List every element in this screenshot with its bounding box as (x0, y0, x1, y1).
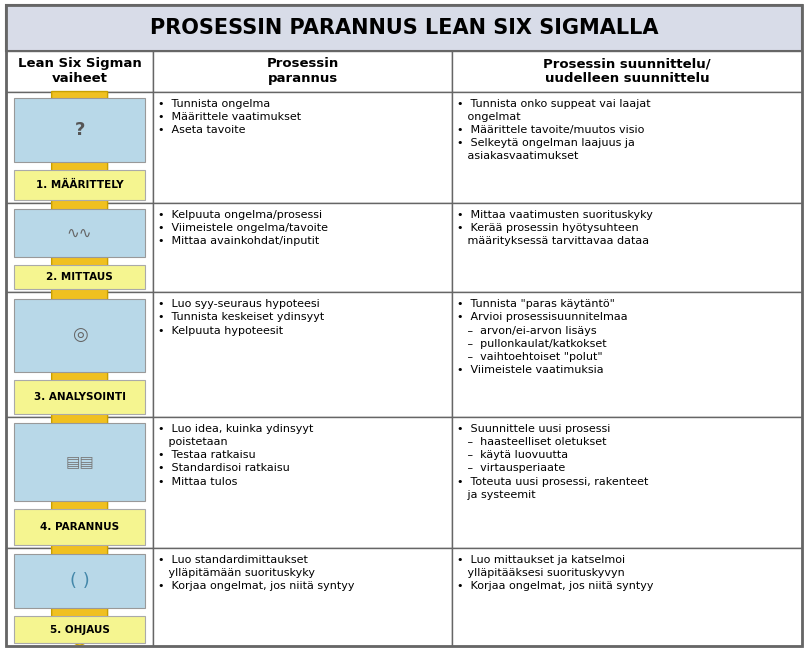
Bar (14, 509, 145, 545)
Bar (6, 5, 802, 51)
Bar (6, 548, 154, 646)
Text: ▤▤: ▤▤ (65, 455, 94, 470)
Text: 4. PARANNUS: 4. PARANNUS (40, 522, 120, 532)
Bar (154, 292, 452, 417)
Text: Lean Six Sigman
vaiheet: Lean Six Sigman vaiheet (18, 57, 141, 85)
Text: PROSESSIN PARANNUS LEAN SIX SIGMALLA: PROSESSIN PARANNUS LEAN SIX SIGMALLA (149, 18, 659, 38)
Bar (14, 380, 145, 413)
Polygon shape (27, 92, 133, 646)
Bar (6, 92, 154, 203)
Bar (14, 616, 145, 643)
Text: •  Tunnista ongelma
•  Määrittele vaatimukset
•  Aseta tavoite: • Tunnista ongelma • Määrittele vaatimuk… (158, 98, 301, 135)
Bar (452, 417, 802, 548)
Text: •  Tunnista onko suppeat vai laajat
   ongelmat
•  Määrittele tavoite/muutos vis: • Tunnista onko suppeat vai laajat ongel… (457, 98, 650, 161)
Text: ( ): ( ) (69, 572, 90, 590)
Bar (6, 417, 154, 548)
Text: •  Luo idea, kuinka ydinsyyt
   poistetaan
•  Testaa ratkaisu
•  Standardisoi ra: • Luo idea, kuinka ydinsyyt poistetaan •… (158, 424, 314, 486)
Text: ∿∿: ∿∿ (67, 225, 92, 241)
Bar (154, 51, 452, 92)
Text: 3. ANALYSOINTI: 3. ANALYSOINTI (34, 392, 125, 402)
Text: ?: ? (74, 120, 85, 139)
Bar (14, 169, 145, 200)
Text: •  Kelpuuta ongelma/prosessi
•  Viimeistele ongelma/tavoite
•  Mittaa avainkohda: • Kelpuuta ongelma/prosessi • Viimeistel… (158, 210, 328, 246)
Bar (154, 548, 452, 646)
Bar (14, 209, 145, 257)
Text: •  Luo standardimittaukset
   ylläpitämään suorituskyky
•  Korjaa ongelmat, jos : • Luo standardimittaukset ylläpitämään s… (158, 555, 355, 591)
Text: •  Mittaa vaatimusten suorituskyky
•  Kerää prosessin hyötysuhteen
   määritykse: • Mittaa vaatimusten suorituskyky • Kerä… (457, 210, 653, 246)
Bar (14, 299, 145, 372)
Bar (6, 203, 154, 292)
Bar (14, 555, 145, 608)
Bar (154, 92, 452, 203)
Text: 1. MÄÄRITTELY: 1. MÄÄRITTELY (36, 180, 124, 189)
Bar (452, 203, 802, 292)
Text: •  Suunnittele uusi prosessi
   –  haasteelliset oletukset
   –  käytä luovuutta: • Suunnittele uusi prosessi – haasteelli… (457, 424, 648, 500)
Bar (452, 51, 802, 92)
Bar (14, 98, 145, 161)
Text: 5. OHJAUS: 5. OHJAUS (50, 624, 110, 635)
Text: •  Luo mittaukset ja katselmoi
   ylläpitääksesi suorituskyvyn
•  Korjaa ongelma: • Luo mittaukset ja katselmoi ylläpitääk… (457, 555, 653, 591)
Text: •  Tunnista "paras käytäntö"
•  Arvioi prosessisuunnitelmaa
   –  arvon/ei-arvon: • Tunnista "paras käytäntö" • Arvioi pro… (457, 299, 627, 375)
Text: •  Luo syy-seuraus hypoteesi
•  Tunnista keskeiset ydinsyyt
•  Kelpuuta hypotees: • Luo syy-seuraus hypoteesi • Tunnista k… (158, 299, 325, 336)
Text: Prosessin suunnittelu/
uudelleen suunnittelu: Prosessin suunnittelu/ uudelleen suunnit… (543, 57, 711, 85)
Bar (452, 548, 802, 646)
Bar (6, 292, 154, 417)
Bar (14, 265, 145, 289)
Text: ◎: ◎ (72, 326, 87, 344)
Text: Prosessin
parannus: Prosessin parannus (267, 57, 339, 85)
Bar (6, 51, 154, 92)
Bar (14, 423, 145, 501)
Bar (452, 92, 802, 203)
Bar (154, 417, 452, 548)
Bar (452, 292, 802, 417)
Bar (154, 203, 452, 292)
Text: 2. MITTAUS: 2. MITTAUS (46, 272, 113, 282)
